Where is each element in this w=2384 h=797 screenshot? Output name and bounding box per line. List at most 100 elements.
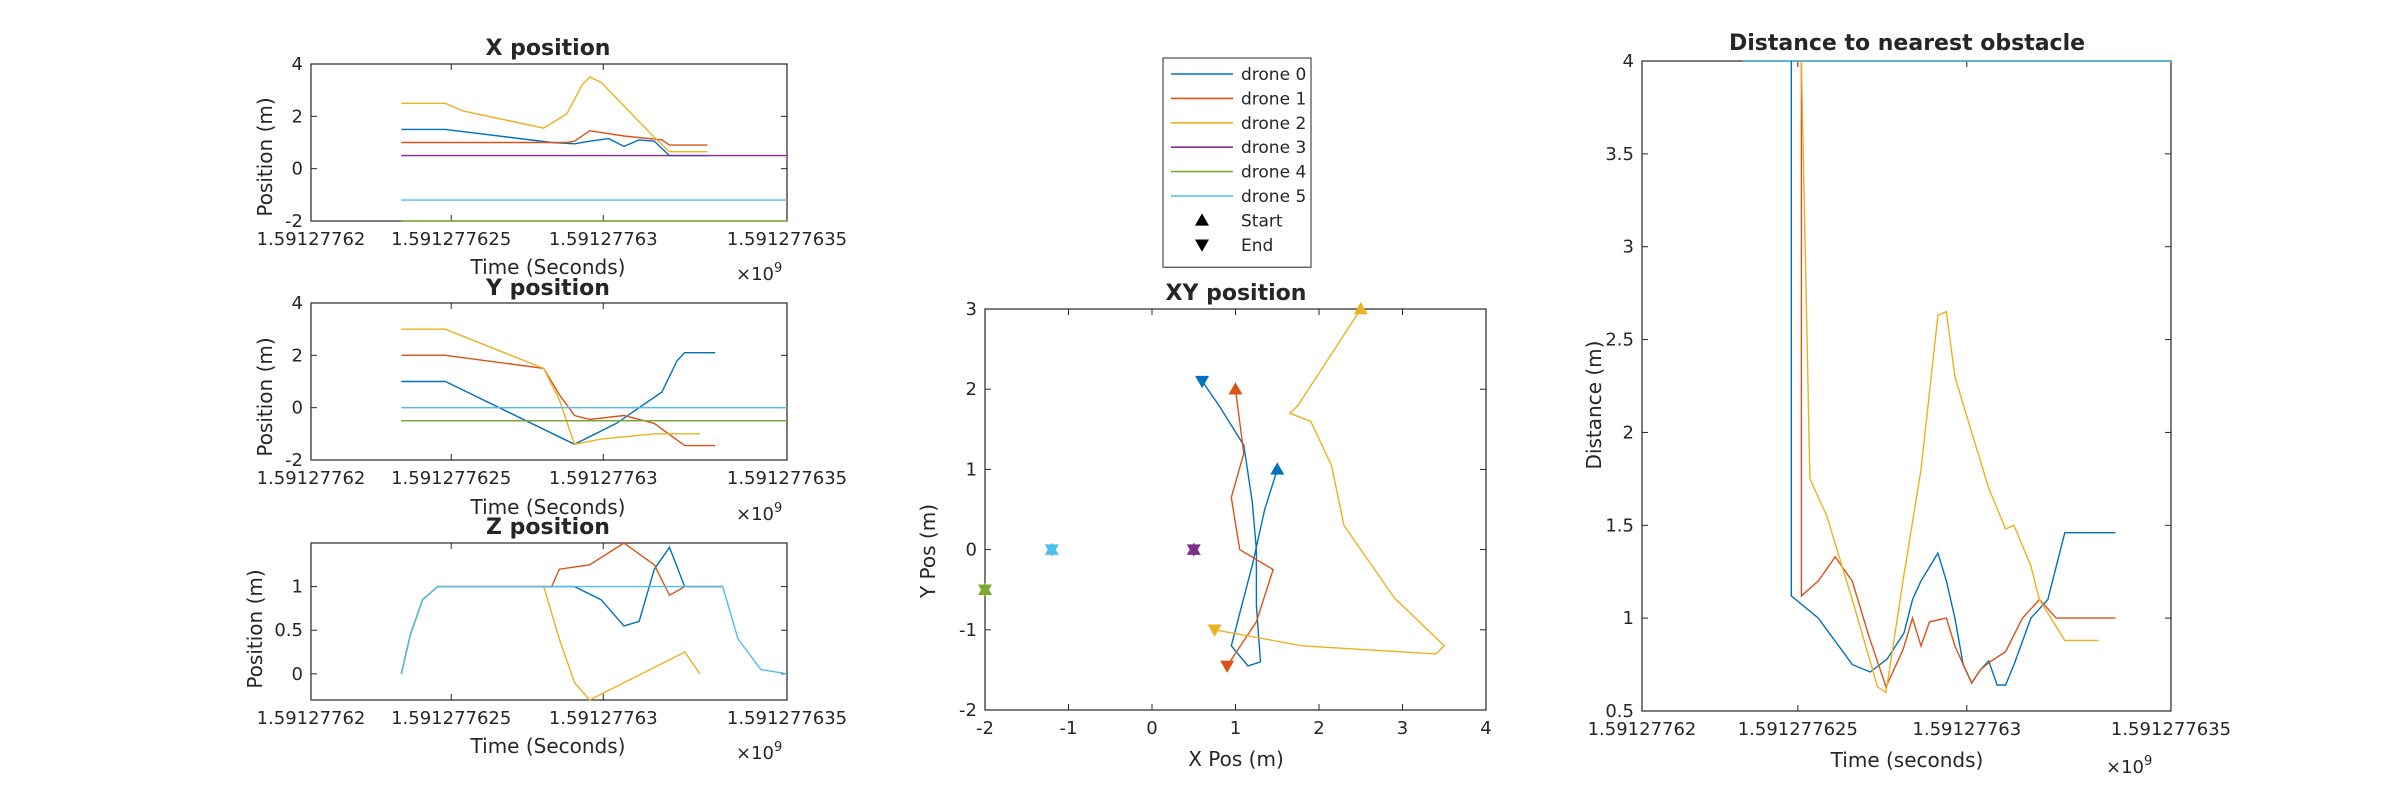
distance-to-nearest-obstacle-ytick-label: 3.5 [1605, 144, 1634, 165]
distance-to-nearest-obstacle-ytick-label: 1 [1623, 608, 1634, 629]
distance-to-nearest-obstacle-xtick-label: 1.59127762 [1588, 719, 1697, 740]
y-position-axes-box [310, 302, 788, 461]
z-position-exponent: ×109 [736, 740, 782, 764]
distance-to-nearest-obstacle-ytick-label: 0.5 [1605, 701, 1634, 722]
x-position-ytick-label: 2 [292, 106, 303, 127]
x-position-ytick-label: -2 [285, 211, 303, 232]
end-marker-drone-2 [1207, 624, 1222, 637]
z-position-title: Z position [486, 515, 610, 540]
xy-position-panel: XY position Y Pos (m) X Pos (m) -2 -1 0 1 2 3… [916, 281, 1492, 771]
legend-label-drone-2: drone 2 [1241, 114, 1306, 134]
xy-position-xlabel: X Pos (m) [1188, 747, 1284, 771]
z-position-xlabel: Time (Seconds) [470, 734, 626, 758]
z-position-xtick-label: 1.591277625 [391, 708, 511, 729]
z-position-series-drone-5 [400, 585, 787, 675]
xy-position-series-drone-2 [1214, 308, 1446, 655]
xy-position-xtick-label: 3 [1397, 718, 1408, 739]
legend-marker-start [1195, 213, 1209, 226]
z-position-ytick-label: 0.5 [274, 620, 303, 641]
legend-label-drone-3: drone 3 [1241, 138, 1306, 158]
x-position-series-drone-2 [401, 76, 708, 153]
x-position-ytick-label: 0 [292, 159, 303, 180]
distance-to-nearest-obstacle-ytick-label: 2 [1623, 422, 1634, 443]
start-marker-drone-1 [1228, 382, 1243, 395]
y-position-ytick-label: 0 [292, 398, 303, 419]
x-position-ylabel: Position (m) [253, 97, 277, 216]
z-position-ytick-label: 0 [292, 664, 303, 685]
z-position-ytick-label: 1 [292, 577, 303, 598]
distance-to-nearest-obstacle-xtick-label: 1.591277635 [2111, 719, 2231, 740]
xy-position-ytick-label: 2 [966, 379, 977, 400]
y-position-exponent: ×109 [736, 501, 782, 525]
y-position-series-drone-2 [401, 328, 700, 446]
xy-position-ytick-label: 3 [966, 299, 977, 320]
x-position-xtick-label: 1.591277625 [391, 229, 511, 250]
distance-to-nearest-obstacle-xtick-label: 1.59127763 [1912, 719, 2021, 740]
end-marker-drone-1 [1220, 660, 1235, 673]
z-position-xtick-label: 1.59127762 [257, 708, 366, 729]
xy-position-xtick-label: 1 [1230, 718, 1241, 739]
xy-position-ytick-label: -1 [959, 620, 977, 641]
x-position-xlabel: Time (Seconds) [470, 255, 626, 279]
legend-marker-end [1195, 239, 1209, 252]
xy-position-axes-box [984, 308, 1487, 711]
legend-label-drone-0: drone 0 [1241, 65, 1306, 85]
legend-label-drone-1: drone 1 [1241, 89, 1306, 109]
legend-label-drone-4: drone 4 [1241, 163, 1306, 183]
xy-position-xtick-label: -1 [1060, 718, 1078, 739]
distance-xlabel: Time (seconds) [1830, 748, 1984, 772]
x-position-series-drone-1 [401, 129, 708, 146]
y-position-xtick-label: 1.59127763 [549, 468, 658, 489]
legend-label-drone-5: drone 5 [1241, 187, 1306, 207]
xy-position-xtick-label: 4 [1480, 718, 1491, 739]
end-marker-drone-5 [1044, 544, 1059, 557]
distance-to-nearest-obstacle-xtick-label: 1.591277625 [1738, 719, 1858, 740]
distance-to-nearest-obstacle-ytick-label: 3 [1623, 237, 1634, 258]
distance-ylabel: Distance (m) [1582, 341, 1606, 470]
distance-to-nearest-obstacle-series-drone-0 [1790, 61, 2116, 686]
y-position-xtick-label: 1.59127762 [257, 468, 366, 489]
z-position-xtick-label: 1.591277635 [727, 708, 847, 729]
xy-position-ylabel: Y Pos (m) [916, 504, 940, 599]
end-marker-drone-4 [978, 584, 992, 597]
start-marker-drone-2 [1353, 302, 1368, 315]
xy-position-series-drone-1 [1226, 389, 1274, 667]
x-position-xtick-label: 1.59127763 [549, 229, 658, 250]
legend-label-end: End [1241, 236, 1273, 256]
y-position-xtick-label: 1.591277625 [391, 468, 511, 489]
x-position-title: X position [486, 36, 611, 61]
x-position-ytick-label: 4 [292, 54, 303, 75]
z-position-axes-box [310, 542, 788, 701]
xy-legend: drone 0 drone 1 drone 2 drone 3 drone 4 drone… [1162, 57, 1312, 268]
xy-position-title: XY position [1166, 281, 1307, 306]
x-position-xtick-label: 1.59127762 [257, 229, 366, 250]
y-position-xtick-label: 1.591277635 [727, 468, 847, 489]
y-position-panel: Y position Position (m) Time (Seconds) ×… [253, 276, 847, 525]
xy-position-xtick-label: 2 [1313, 718, 1324, 739]
distance-exponent: ×109 [2106, 754, 2152, 778]
xy-position-xtick-label: -2 [976, 718, 994, 739]
x-position-xtick-label: 1.591277635 [727, 229, 847, 250]
distance-to-nearest-obstacle-ytick-label: 1.5 [1605, 515, 1634, 536]
distance-to-nearest-obstacle-ytick-label: 2.5 [1605, 330, 1634, 351]
x-position-exponent: ×109 [736, 261, 782, 285]
distance-to-nearest-obstacle-ytick-label: 4 [1623, 51, 1634, 72]
z-position-panel: Z position Position (m) Time (Seconds) ×… [243, 515, 847, 764]
distance-title: Distance to nearest obstacle [1729, 31, 2085, 56]
legend-label-start: Start [1241, 211, 1283, 231]
x-position-series-drone-0 [401, 128, 708, 157]
xy-position-ytick-label: -2 [959, 700, 977, 721]
distance-panel: Distance to nearest obstacle Distance (m… [1582, 31, 2231, 778]
z-position-ylabel: Position (m) [243, 569, 267, 688]
xy-position-series-drone-0 [1201, 380, 1278, 667]
distance-to-nearest-obstacle-series-drone-1 [1800, 61, 2116, 689]
xy-position-xtick-label: 0 [1146, 718, 1157, 739]
y-position-title: Y position [485, 276, 610, 301]
legend-box [1162, 57, 1312, 268]
end-marker-drone-0 [1195, 375, 1210, 389]
y-position-ytick-label: 2 [292, 345, 303, 366]
y-position-xlabel: Time (Seconds) [470, 495, 626, 519]
x-position-panel: X position Position (m) Time (Seconds) ×… [253, 36, 847, 285]
z-position-xtick-label: 1.59127763 [549, 708, 658, 729]
